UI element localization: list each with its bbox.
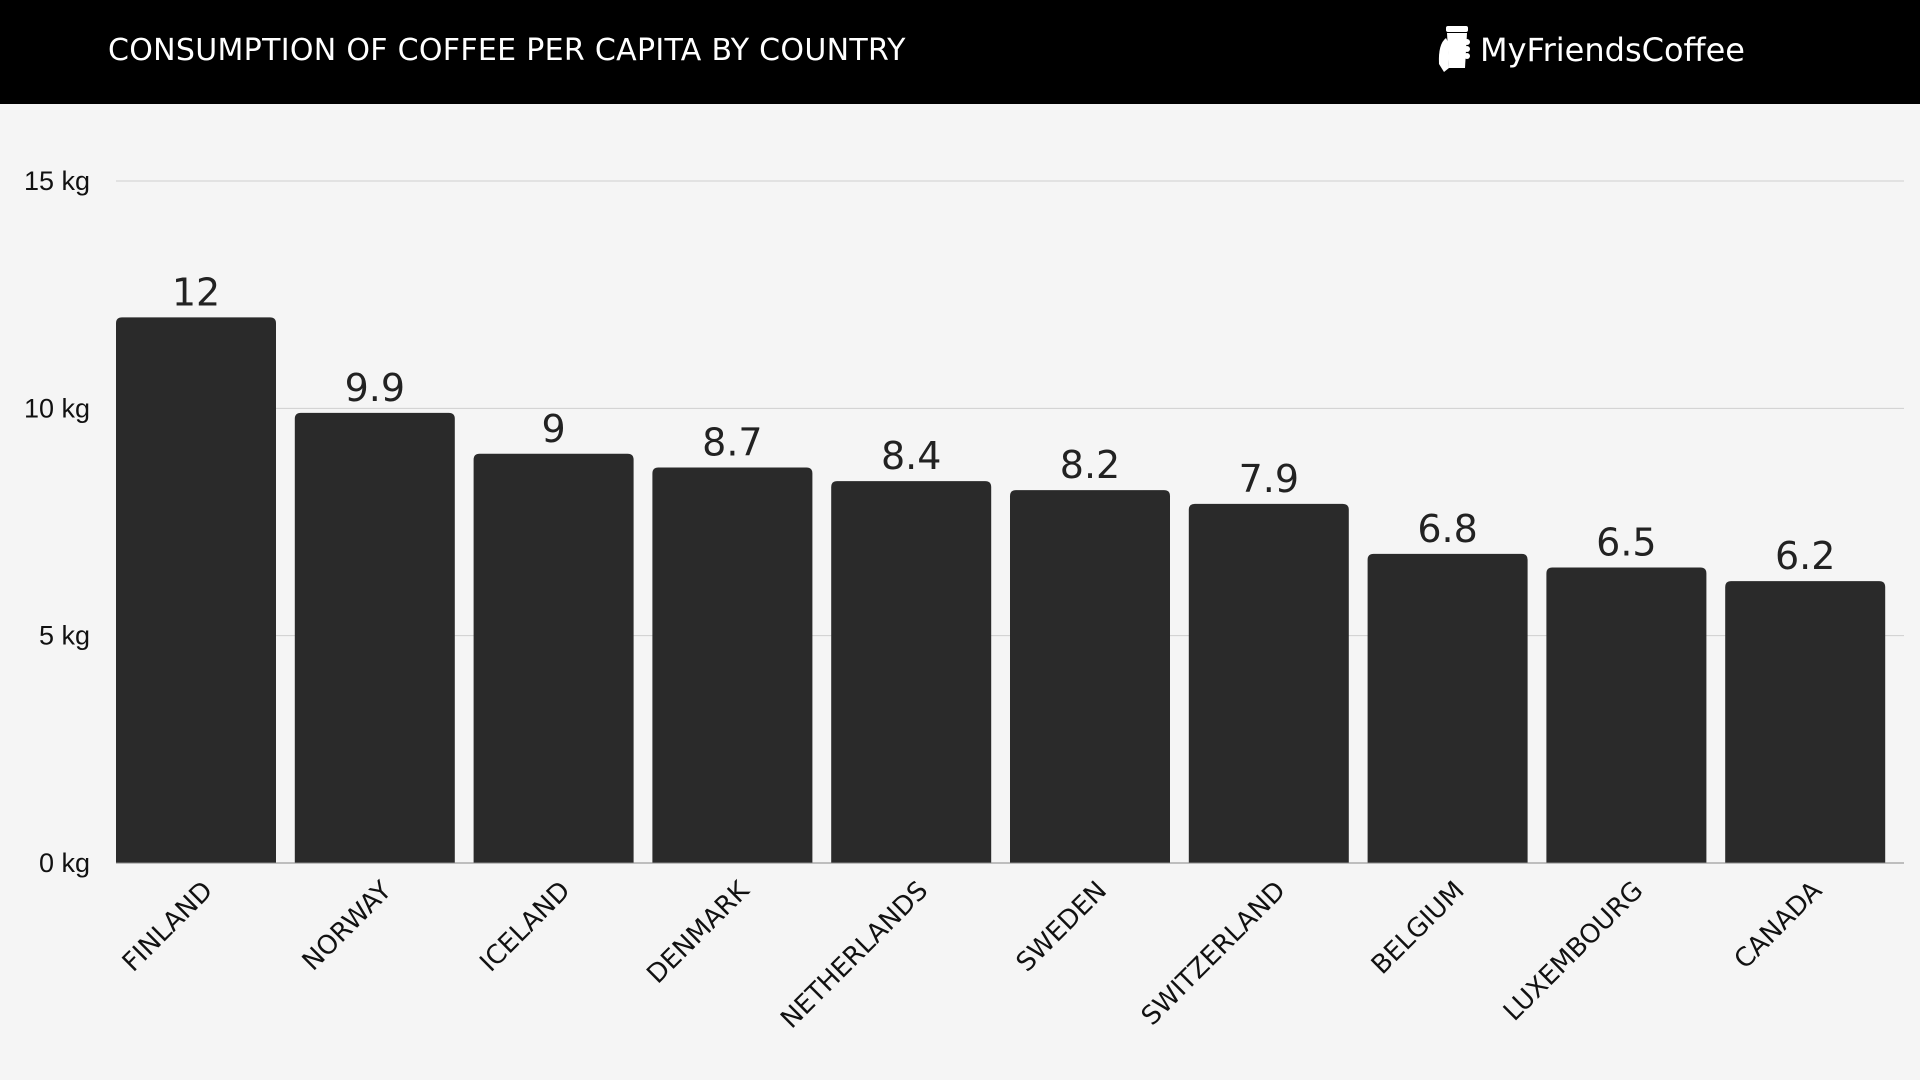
x-tick-label: FINLAND	[117, 876, 219, 978]
data-label: 9.9	[345, 366, 405, 410]
data-label: 6.5	[1596, 520, 1656, 564]
bar	[1367, 553, 1528, 863]
brand-logo: MyFriendsCoffee	[1436, 24, 1745, 76]
data-label: 6.8	[1417, 507, 1477, 551]
bar	[652, 467, 813, 863]
data-label: 9	[542, 407, 566, 451]
y-tick-label: 0 kg	[39, 848, 90, 878]
bar	[116, 317, 276, 863]
bar	[294, 412, 455, 863]
data-label: 8.2	[1060, 443, 1120, 487]
bar	[1546, 567, 1707, 863]
data-label: 12	[172, 270, 220, 314]
data-label: 6.2	[1775, 534, 1835, 578]
x-tick-label: DENMARK	[641, 875, 756, 990]
bar	[1188, 503, 1349, 863]
y-tick-label: 10 kg	[24, 393, 90, 423]
y-tick-label: 15 kg	[24, 166, 90, 196]
x-tick-label: LUXEMBOURG	[1498, 876, 1649, 1027]
brand-name: MyFriendsCoffee	[1480, 31, 1745, 69]
data-label: 7.9	[1239, 457, 1299, 501]
chart-title: CONSUMPTION OF COFFEE PER CAPITA BY COUN…	[108, 33, 906, 68]
bar	[1725, 581, 1886, 863]
x-tick-label: BELGIUM	[1366, 876, 1471, 981]
coffee-cup-in-hand-icon	[1438, 26, 1470, 72]
bar	[1010, 490, 1170, 863]
x-tick-label: CANADA	[1729, 876, 1829, 976]
header-bar: CONSUMPTION OF COFFEE PER CAPITA BY COUN…	[0, 0, 1920, 104]
data-label: 8.4	[881, 434, 941, 478]
x-tick-label: ICELAND	[474, 876, 576, 978]
bar-chart: 0 kg 5 kg 10 kg 15 kg 12 FINLAND 9.9 NORWAY 9 ICE…	[24, 166, 1904, 1035]
bar	[473, 453, 634, 863]
data-label: 8.7	[702, 420, 762, 464]
bar	[831, 481, 992, 863]
x-tick-label: SWEDEN	[1011, 876, 1113, 978]
x-tick-label: SWITZERLAND	[1136, 876, 1292, 1032]
x-tick-label: NORWAY	[297, 876, 398, 977]
x-tick-label: NETHERLANDS	[775, 876, 934, 1035]
y-tick-label: 5 kg	[39, 621, 90, 651]
